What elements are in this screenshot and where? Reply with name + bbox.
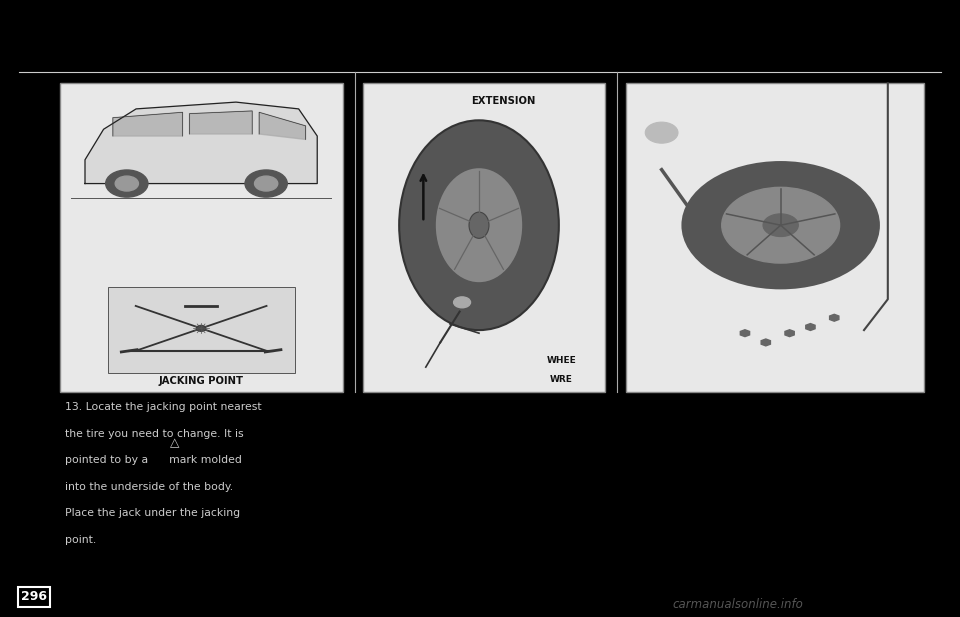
Text: WRE: WRE [550, 375, 573, 384]
Polygon shape [113, 112, 182, 136]
Circle shape [106, 170, 148, 197]
Circle shape [454, 297, 470, 308]
Bar [60, 83, 343, 392]
Ellipse shape [399, 120, 559, 330]
Text: Place the jack under the jacking: Place the jack under the jacking [65, 508, 240, 518]
Text: 13. Locate the jacking point nearest: 13. Locate the jacking point nearest [65, 402, 262, 412]
Polygon shape [189, 111, 252, 134]
Text: the tire you need to change. It is: the tire you need to change. It is [65, 429, 244, 439]
Text: WHEE: WHEE [546, 357, 576, 365]
Circle shape [115, 176, 138, 191]
Bar [626, 83, 924, 392]
Text: △: △ [170, 436, 180, 449]
Circle shape [645, 122, 678, 143]
Circle shape [245, 170, 287, 197]
Polygon shape [85, 102, 317, 184]
Bar [363, 83, 605, 392]
Polygon shape [259, 112, 305, 139]
Ellipse shape [469, 212, 489, 238]
Text: into the underside of the body.: into the underside of the body. [65, 482, 233, 492]
Circle shape [763, 214, 799, 236]
Text: JACKING POINT: JACKING POINT [158, 376, 244, 386]
Text: 296: 296 [21, 590, 47, 603]
Text: pointed to by a      mark molded: pointed to by a mark molded [65, 455, 242, 465]
Text: carmanualsonline.info: carmanualsonline.info [672, 598, 803, 611]
Circle shape [254, 176, 277, 191]
Circle shape [197, 325, 205, 331]
Circle shape [722, 188, 840, 263]
Text: EXTENSION: EXTENSION [471, 96, 536, 106]
Text: point.: point. [65, 535, 97, 545]
Ellipse shape [435, 167, 523, 283]
Circle shape [683, 162, 879, 288]
Bar [0, 0, 960, 72]
Bar [108, 287, 295, 373]
